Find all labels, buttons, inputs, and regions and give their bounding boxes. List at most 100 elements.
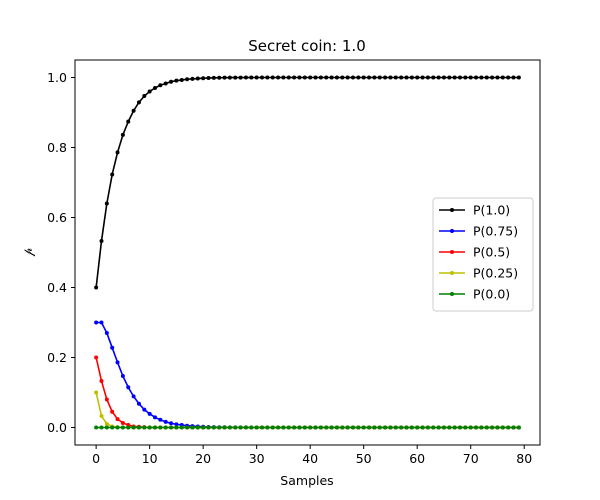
data-point bbox=[479, 425, 484, 430]
data-point bbox=[388, 425, 393, 430]
data-point bbox=[516, 425, 521, 430]
data-point bbox=[458, 75, 462, 80]
data-point bbox=[334, 75, 339, 80]
data-point bbox=[281, 425, 286, 430]
data-point bbox=[169, 425, 174, 430]
data-point bbox=[110, 345, 115, 350]
y-tick-label: 0.6 bbox=[47, 210, 67, 225]
data-point bbox=[104, 397, 109, 402]
data-point bbox=[506, 425, 511, 430]
data-point bbox=[217, 425, 222, 430]
legend-entry-4: P(0.0) bbox=[439, 287, 510, 302]
data-point bbox=[324, 425, 329, 430]
data-point bbox=[99, 378, 104, 383]
legend: P(1.0) P(0.75) P(0.5) P(0.25) P(0.0) bbox=[432, 197, 534, 312]
data-point bbox=[270, 75, 275, 80]
axes: 0 10 20 30 40 50 60 70 80 0.0 0.2 0.4 0.6 0.8 1.0 bbox=[47, 59, 541, 466]
data-point bbox=[313, 425, 318, 430]
data-point bbox=[131, 108, 136, 113]
data-point bbox=[495, 425, 500, 430]
data-point bbox=[399, 75, 404, 80]
data-point bbox=[131, 394, 136, 399]
x-tick-label: 20 bbox=[195, 451, 211, 466]
data-point bbox=[110, 409, 115, 414]
y-tick-label: 0.2 bbox=[47, 350, 67, 365]
data-point bbox=[147, 411, 152, 416]
data-point bbox=[345, 75, 350, 80]
data-point bbox=[500, 425, 505, 430]
legend-entry-3: P(0.25) bbox=[439, 266, 518, 281]
legend-entry-0: P(1.0) bbox=[439, 203, 510, 218]
data-point bbox=[425, 75, 430, 80]
legend-swatch-marker bbox=[450, 208, 454, 212]
series-4 bbox=[94, 425, 521, 430]
data-point bbox=[238, 425, 243, 430]
data-point bbox=[153, 425, 157, 430]
data-point bbox=[104, 422, 109, 426]
y-tick-label: 0.0 bbox=[47, 420, 67, 435]
data-point bbox=[99, 425, 104, 430]
data-point bbox=[99, 320, 104, 325]
data-point bbox=[484, 75, 489, 80]
data-point bbox=[120, 425, 125, 430]
legend-box bbox=[432, 197, 534, 312]
data-point bbox=[447, 425, 452, 430]
data-point bbox=[243, 425, 248, 430]
series-0 bbox=[94, 75, 521, 290]
data-point bbox=[147, 425, 152, 430]
data-point bbox=[115, 425, 120, 430]
series-line-3 bbox=[95, 392, 519, 429]
data-point bbox=[441, 75, 446, 80]
data-point bbox=[110, 172, 115, 177]
data-point bbox=[265, 425, 270, 430]
x-tick-label: 50 bbox=[356, 451, 372, 466]
data-point bbox=[340, 75, 345, 80]
data-point bbox=[153, 415, 157, 420]
data-point bbox=[318, 425, 323, 430]
data-point bbox=[115, 417, 120, 422]
data-point bbox=[393, 75, 398, 80]
y-tick-label: 0.8 bbox=[47, 140, 67, 155]
data-point bbox=[169, 79, 174, 84]
data-point bbox=[142, 94, 147, 99]
data-point bbox=[436, 75, 441, 80]
data-point bbox=[104, 331, 109, 335]
data-point bbox=[452, 425, 457, 430]
data-point bbox=[136, 401, 141, 406]
data-point bbox=[356, 75, 361, 80]
data-point bbox=[281, 75, 286, 80]
data-point bbox=[94, 390, 99, 395]
x-axis-label: Samples bbox=[280, 473, 333, 488]
data-point bbox=[329, 75, 334, 80]
data-point bbox=[115, 360, 120, 365]
data-point bbox=[361, 75, 366, 80]
data-point bbox=[136, 100, 141, 105]
y-tick-label: 0.4 bbox=[47, 280, 67, 295]
data-point bbox=[409, 75, 414, 80]
data-point bbox=[227, 425, 232, 430]
data-point bbox=[185, 77, 190, 82]
legend-entry-1: P(0.75) bbox=[439, 224, 518, 239]
data-point bbox=[329, 425, 334, 430]
data-point bbox=[308, 75, 313, 80]
data-point bbox=[238, 75, 243, 80]
data-point bbox=[185, 425, 190, 430]
data-point bbox=[447, 75, 452, 80]
data-point bbox=[297, 425, 302, 430]
data-point bbox=[190, 76, 195, 81]
data-point bbox=[233, 425, 238, 430]
data-point bbox=[249, 425, 254, 430]
data-point bbox=[388, 75, 393, 80]
data-point bbox=[356, 425, 361, 430]
x-tick-label: 30 bbox=[249, 451, 265, 466]
data-point bbox=[195, 425, 200, 430]
data-point bbox=[254, 425, 259, 430]
x-tick-label: 40 bbox=[302, 451, 318, 466]
x-tick-label: 10 bbox=[142, 451, 158, 466]
data-point bbox=[286, 75, 291, 80]
data-point bbox=[211, 425, 216, 430]
data-point bbox=[104, 425, 109, 430]
data-point bbox=[393, 425, 398, 430]
data-point bbox=[420, 425, 425, 430]
data-point bbox=[222, 75, 227, 80]
